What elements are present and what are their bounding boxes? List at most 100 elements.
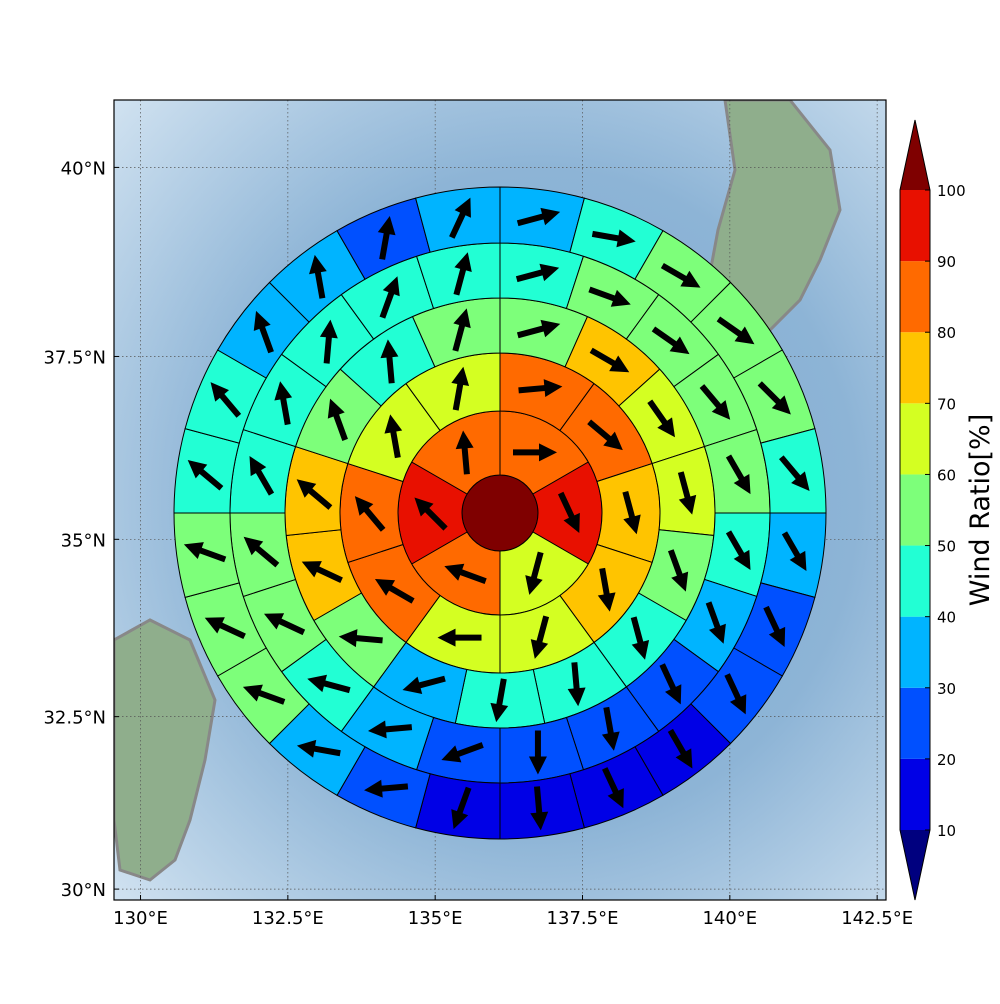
wind-arrow: [204, 617, 246, 640]
wind-arrow: [453, 252, 472, 296]
wind-arrow: [589, 347, 630, 373]
wind-arrow: [781, 531, 807, 571]
wind-arrow: [763, 605, 786, 647]
wind-arrow: [724, 673, 747, 715]
wind-arrow: [530, 615, 550, 659]
wind-arrow: [253, 310, 274, 354]
wind-arrow: [602, 767, 624, 809]
colorbar-tick-label: 70: [937, 395, 956, 413]
ticks: 130°E 132.5°E 135°E 137.5°E 140°E 142.5°E 30°N…: [43, 158, 913, 929]
colorbar-bin: [900, 474, 930, 546]
colorbar-bin: [900, 758, 930, 830]
colorbar-tick-label: 60: [937, 466, 956, 484]
colorbar-label: Wind Ratio[%]: [965, 414, 996, 606]
wind-arrow: [307, 674, 351, 694]
wind-arrow: [518, 379, 563, 398]
colorbar-bin: [900, 332, 930, 404]
wind-arrow: [210, 382, 242, 418]
wind-arrow: [779, 455, 810, 491]
wind-arrow: [513, 443, 557, 462]
colorbar-tick-label: 10: [937, 822, 956, 840]
colorbar-tick-label: 30: [937, 680, 956, 698]
wind-arrow: [651, 326, 690, 355]
colorbar-bin: [900, 190, 930, 262]
wind-arrow: [597, 567, 616, 612]
x-tick-label: 142.5°E: [841, 908, 913, 929]
colorbar-under: [900, 830, 930, 900]
wind-arrow: [437, 628, 482, 647]
wind-arrow: [263, 613, 306, 636]
wind-arrow: [490, 678, 509, 723]
colorbar-tick-label: 100: [937, 182, 966, 200]
wind-arrow: [444, 563, 487, 584]
wind-arrow: [757, 381, 791, 415]
x-tick-label: 132.5°E: [252, 908, 324, 929]
wind-arrow: [301, 561, 343, 583]
wind-arrow: [296, 479, 333, 510]
y-tick-label: 37.5°N: [43, 347, 106, 368]
land: [114, 618, 217, 882]
colorbar-bin: [900, 687, 930, 759]
wind-arrow: [296, 739, 341, 758]
wind-arrow: [516, 207, 561, 227]
wind-arrow: [183, 542, 227, 563]
wind-arrow: [354, 496, 386, 532]
plot-frame: [113, 99, 887, 901]
colorbar-tick-label: 80: [937, 324, 956, 342]
colorbar-bin: [900, 403, 930, 475]
wind-arrow: [705, 601, 726, 644]
wind-arrow: [243, 536, 280, 568]
wind-arrow: [274, 381, 293, 426]
colorbar-bin: [900, 545, 930, 617]
sector: [760, 512, 827, 598]
wind-arrow: [380, 339, 399, 384]
colorbar-bin: [900, 616, 930, 688]
wind-arrow: [187, 459, 224, 491]
wind-arrow: [630, 616, 650, 660]
x-tick-label: 135°E: [408, 908, 463, 929]
wind-arrow: [452, 308, 471, 352]
wind-arrow: [441, 742, 484, 763]
wind-arrow: [516, 319, 561, 339]
colorbar-bin: [900, 261, 930, 333]
wind-arrow: [319, 319, 338, 364]
y-tick-label: 32.5°N: [43, 708, 106, 729]
wind-arrow: [377, 216, 396, 260]
colorbar-tick-label: 40: [937, 609, 956, 627]
wind-arrow: [699, 384, 731, 420]
y-tick-label: 40°N: [61, 158, 106, 179]
colorbar-tick-label: 20: [937, 751, 956, 769]
wind-arrow: [530, 786, 549, 831]
sectors: [173, 186, 827, 840]
wind-arrow: [309, 254, 327, 299]
wind-arrow: [725, 530, 751, 570]
wind-arrow: [364, 779, 409, 798]
wind-arrow: [587, 419, 623, 451]
y-tick-label: 35°N: [61, 530, 106, 551]
wind-arrow: [591, 229, 636, 248]
wind-arrow: [525, 551, 544, 595]
wind-arrow: [367, 720, 413, 739]
wind-arrow: [557, 491, 580, 533]
wind-arrow: [242, 684, 286, 705]
sector: [415, 773, 501, 840]
wind-arrow: [528, 730, 547, 775]
wind-arrow: [384, 414, 403, 459]
wind-arrow: [515, 263, 560, 283]
land: [703, 100, 842, 342]
wind-arrow: [622, 490, 641, 535]
wind-arrow: [338, 629, 383, 648]
wind-arrow: [667, 549, 689, 592]
wind-arrow: [677, 471, 697, 515]
wind-arrow: [327, 398, 348, 441]
wind-arrow: [451, 366, 470, 411]
wind-arrow: [660, 262, 701, 288]
colorbar-tick-label: 90: [937, 253, 956, 271]
colorbar-over: [900, 120, 930, 190]
wind-arrow: [588, 286, 631, 307]
wind-arrow: [659, 663, 682, 705]
wind-arrow: [414, 497, 448, 531]
x-tick-label: 130°E: [113, 908, 168, 929]
wind-arrow: [455, 430, 474, 475]
wind-arrow: [647, 399, 675, 438]
